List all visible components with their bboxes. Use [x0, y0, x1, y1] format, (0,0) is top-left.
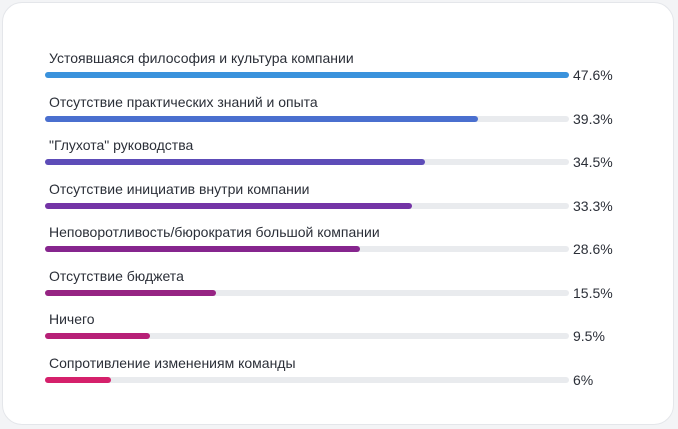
bar-track [45, 290, 569, 296]
bar [45, 377, 111, 383]
bar-row: Отсутствие бюджета 15.5% [45, 268, 631, 301]
bar [45, 72, 569, 78]
bar-value-label: 9.5% [573, 328, 605, 344]
bar-label: "Глухота" руководства [49, 137, 194, 153]
bar-track [45, 333, 569, 339]
bar [45, 290, 216, 296]
bar-label: Ничего [49, 311, 95, 327]
bar-row: "Глухота" руководства 34.5% [45, 137, 631, 170]
bar-value-label: 28.6% [573, 241, 613, 257]
bar-value-label: 39.3% [573, 111, 613, 127]
bar-track [45, 203, 569, 209]
bar-track [45, 116, 569, 122]
bar-track [45, 159, 569, 165]
bar-value-label: 34.5% [573, 154, 613, 170]
bar-track [45, 72, 569, 78]
bar-value-label: 15.5% [573, 285, 613, 301]
bar-label: Сопротивление изменениям команды [49, 355, 296, 371]
bar-row: Отсутствие инициатив внутри компании 33.3… [45, 181, 631, 214]
bar [45, 333, 150, 339]
bar [45, 159, 425, 165]
bar-value-label: 47.6% [573, 67, 613, 83]
bar-row: Ничего 9.5% [45, 311, 631, 344]
bar-label: Отсутствие практических знаний и опыта [49, 94, 318, 110]
bar-label: Неповоротливость/бюрократия большой комп… [49, 224, 380, 240]
bar-row: Сопротивление изменениям команды 6% [45, 355, 631, 388]
bar-row: Отсутствие практических знаний и опыта 39… [45, 94, 631, 127]
bar-row: Неповоротливость/бюрократия большой комп… [45, 224, 631, 257]
bar-label: Устоявшаяся философия и культура компани… [49, 50, 354, 66]
bar [45, 203, 412, 209]
bar-track [45, 377, 569, 383]
bar-track [45, 246, 569, 252]
bar [45, 116, 478, 122]
bar-label: Отсутствие бюджета [49, 268, 184, 284]
bar-row: Устоявшаяся философия и культура компани… [45, 50, 631, 83]
bar-value-label: 33.3% [573, 198, 613, 214]
bar [45, 246, 360, 252]
chart-card: Устоявшаяся философия и культура компани… [2, 2, 674, 425]
bar-value-label: 6% [573, 372, 594, 388]
bar-label: Отсутствие инициатив внутри компании [49, 181, 310, 197]
